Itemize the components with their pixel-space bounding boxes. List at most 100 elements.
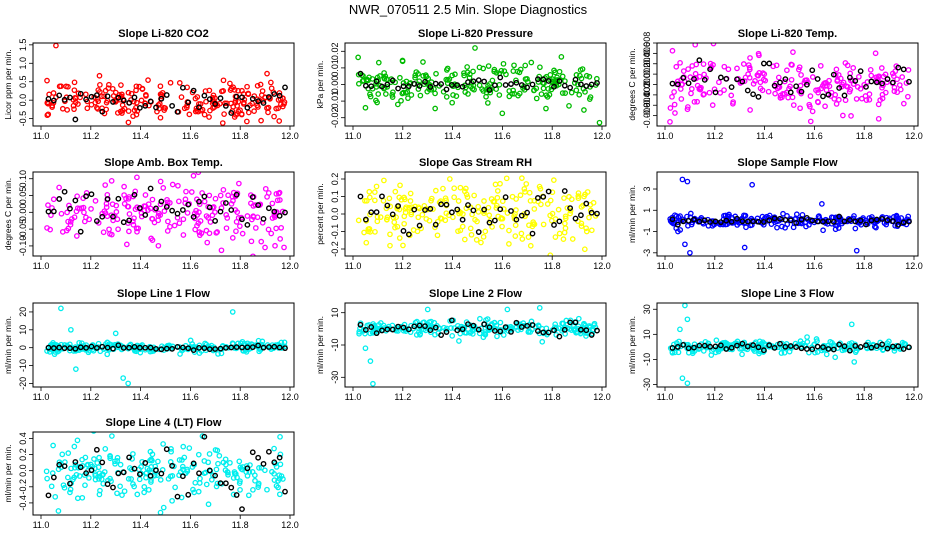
data-point [836,96,842,103]
data-point [671,89,677,95]
data-point [273,209,280,215]
data-point [442,195,449,202]
data-point [485,100,491,106]
data-point [685,104,691,110]
data-point [555,206,562,213]
y-tick-label: 0.01 [330,59,340,77]
y-tick-label: -0.006 [642,103,652,129]
data-point [483,86,490,93]
data-point [50,442,56,449]
reference-point [513,79,520,86]
reference-point [809,67,816,74]
reference-point [142,102,149,109]
data-point [377,214,384,220]
reference-point [56,461,63,468]
data-point [277,197,283,203]
reference-point [115,342,122,349]
data-point [81,218,88,225]
data-point [437,215,444,221]
data-point [407,190,414,197]
data-point [694,82,701,89]
data-point [536,183,543,190]
data-point [400,242,406,249]
reference-point [244,221,251,228]
data-point [264,105,270,111]
data-point [234,209,241,216]
reference-point [99,343,106,350]
data-point [875,115,882,122]
reference-point [174,108,181,115]
data-point [221,111,227,117]
y-tick-label: -10 [642,353,652,366]
reference-point [115,94,122,101]
reference-point [88,191,95,198]
data-point [522,76,529,82]
data-point [184,466,190,473]
reference-point [271,459,278,466]
data-point [540,221,547,228]
x-tick-label: 11.4 [756,392,773,402]
data-point [101,469,108,475]
data-point [201,470,208,477]
reference-point [153,346,159,352]
reference-point [696,342,703,349]
data-point [672,349,678,356]
reference-point [803,81,810,88]
reference-point [803,215,810,221]
data-point [155,458,161,465]
reference-point [147,98,154,105]
reference-point [701,217,708,224]
data-point [43,468,50,475]
reference-point [524,209,531,216]
data-point [464,194,471,200]
data-point [222,467,229,474]
panel-2: Slope Li-820 Pressure kPa per min. 11.0 11.… [315,28,611,141]
data-point [475,209,482,215]
data-point [131,483,137,490]
data-point [586,96,593,102]
data-point [713,337,720,344]
data-point [401,196,408,203]
reference-point [906,78,912,85]
data-point [403,204,410,211]
data-point [277,451,284,458]
data-point [126,211,133,217]
data-point [560,320,567,327]
data-point-outlier [157,509,164,515]
reference-point [728,218,735,225]
data-point [667,105,674,111]
reference-point [454,327,461,334]
data-point [746,64,753,71]
data-point [464,69,471,76]
data-point [273,105,279,112]
data-point [280,476,286,482]
data-point [829,339,835,346]
panel-title: Slope Li-820 Pressure [418,28,533,40]
data-point [781,349,788,356]
data-point [213,466,220,473]
plot-frame [656,171,919,257]
data-point [276,118,283,124]
data-point-outlier [679,375,686,382]
reference-point [465,321,471,328]
data-point [450,92,456,98]
data-point [206,114,212,120]
data-point [94,106,101,112]
reference-point [99,459,106,466]
data-point [105,85,112,92]
reference-point [233,93,240,100]
data-point [486,81,493,87]
data-point [432,331,438,338]
data-point [491,68,498,75]
data-point [133,87,139,94]
data-point [157,83,164,90]
series-points [355,175,600,256]
x-tick-label: 11.2 [394,261,411,271]
data-point [375,59,382,66]
data-point [213,483,220,490]
reference-point [900,219,907,226]
data-point [88,206,94,212]
data-point [809,74,816,80]
data-point-outlier [682,241,688,248]
reference-point [271,208,278,215]
